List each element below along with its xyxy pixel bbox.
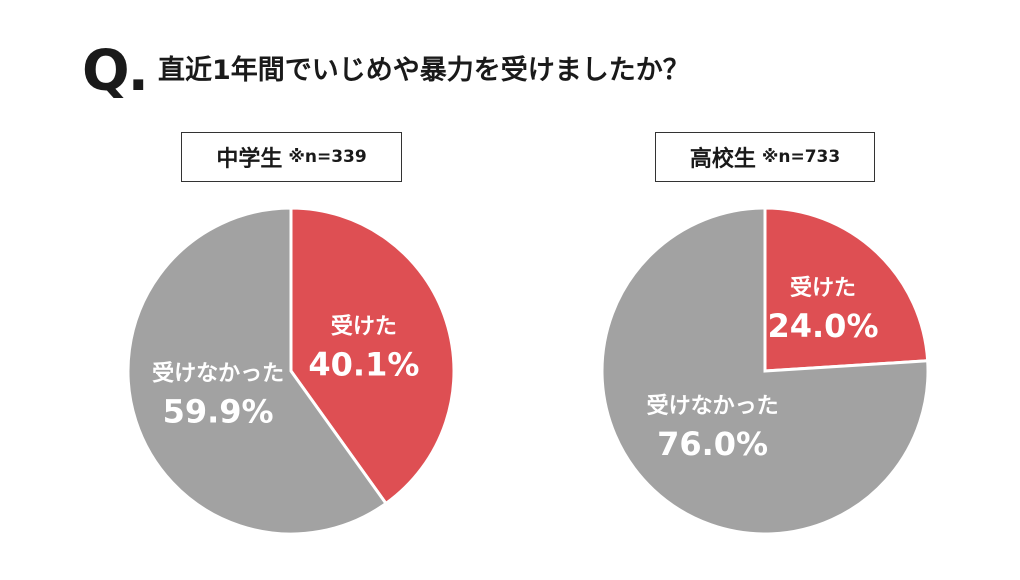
chart-1-slice-not-received [126, 206, 389, 536]
chart-2-label-not-received: 受けなかった [647, 393, 779, 419]
chart-2-slice-not-received [600, 206, 930, 536]
chart-1-value-not-received: 59.9% [163, 392, 274, 430]
chart-2-sample-size: ※n=733 [761, 147, 841, 167]
chart-1-label-received: 受けた [331, 314, 397, 340]
chart-1-sample-size: ※n=339 [288, 147, 367, 167]
chart-2-group-name: 高校生 [689, 147, 756, 172]
chart-2-value-received: 24.0% [767, 307, 878, 345]
chart-2-slice-received [763, 206, 930, 373]
chart-1-value-received: 40.1% [308, 346, 419, 384]
chart-2-value-not-received: 76.0% [657, 425, 768, 463]
chart-1-pie: 受けた 40.1% 受けなかった 59.9% [126, 206, 456, 536]
question-mark-label: Q. [82, 39, 149, 104]
chart-1-group-label-box: 中学生 ※n=339 [181, 132, 402, 182]
chart-2-pie: 受けた 24.0% 受けなかった 76.0% [600, 206, 930, 536]
chart-1-slice-received [289, 206, 456, 506]
chart-1-label-not-received: 受けなかった [152, 360, 284, 386]
chart-2-label-received: 受けた [790, 275, 856, 301]
question-title: 直近1年間でいじめや暴力を受けましたか？ [158, 55, 690, 86]
chart-2-group-label-box: 高校生 ※n=733 [655, 132, 875, 182]
chart-1-group-name: 中学生 [216, 147, 283, 172]
